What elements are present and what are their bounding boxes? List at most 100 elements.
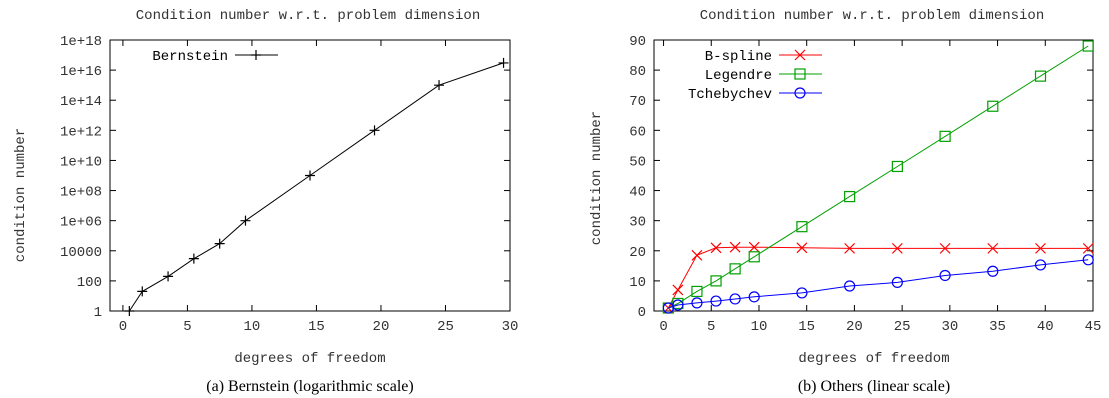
series-bernstein-point-glyph [163,271,174,282]
series-legendre-point [796,221,808,233]
chart-a-x-tick-label: 20 [373,319,390,335]
series-b-spline-point [729,241,741,253]
series-legendre-legend-marker-glyph [794,68,806,80]
series-b-spline-point [691,249,703,261]
chart-b-x-tick-label: 5 [707,319,715,335]
series-legendre-point-glyph [729,263,741,275]
series-b-spline-point-glyph [729,241,741,253]
series-tchebychev-line [668,259,1089,309]
series-legendre-point [748,251,760,263]
series-tchebychev-point [748,291,760,303]
series-tchebychev-point [1034,259,1047,271]
series-legendre-point [710,275,722,287]
series-b-spline-point-glyph [691,249,703,261]
series-b-spline-point [891,242,903,254]
series-bernstein-point-glyph [498,57,509,68]
series-tchebychev-point-glyph [1082,254,1094,266]
chart-b-x-tick-label: 15 [798,319,815,335]
series-legendre-point [939,130,951,142]
series-legendre-line [668,45,1089,309]
series-legendre-point [1082,40,1094,52]
series-tchebychev-point [672,299,684,311]
chart-a-y-tick-label: 100 [77,275,102,291]
chart-b-y-tick-label: 90 [629,34,646,50]
series-tchebychev-point-glyph [672,299,684,311]
series-b-spline-point [844,242,856,254]
series-tchebychev-legend-marker-glyph [794,87,806,99]
chart-others: Condition number w.r.t. problem dimensio… [589,8,1101,395]
series-legendre-point-glyph [691,285,703,298]
series-bernstein-point-glyph [214,238,225,249]
chart-b-ylabel: condition number [589,111,605,245]
series-tchebychev-point-glyph [1034,259,1047,271]
series-bernstein-legend-label: Bernstein [152,49,228,65]
chart-b-x-tick-label: 0 [659,319,667,335]
series-b-spline-point-glyph [748,241,760,253]
series-b-spline-point-glyph [1082,242,1094,254]
series-legendre-legend-marker [794,68,806,80]
series-b-spline-point [1035,242,1046,254]
chart-a-x-tick-label: 15 [308,319,325,335]
chart-a-x-tick-label: 30 [502,319,519,335]
series-bernstein-point [434,80,445,91]
chart-b-y-tick-label: 0 [638,305,646,321]
chart-a-y-tick-label: 1e+12 [60,124,102,140]
series-bernstein-point [137,286,148,297]
series-tchebychev-legend-marker [794,87,806,99]
chart-a-ylabel: condition number [13,128,29,262]
series-tchebychev-point-glyph [844,280,856,292]
chart-a-y-tick-label: 1e+10 [60,154,102,170]
series-legendre-point-glyph [844,190,856,203]
series-tchebychev-point [691,297,703,309]
chart-b-y-tick-label: 40 [629,185,646,201]
series-b-spline-point [748,241,760,253]
series-tchebychev-point-glyph [729,293,741,305]
chart-b-x-tick-label: 10 [751,319,768,335]
series-legendre-point-glyph [891,160,903,173]
chart-b-x-tick-label: 45 [1085,319,1102,335]
series-bernstein-legend-marker [251,50,261,60]
chart-b-x-tick-label: 30 [941,319,958,335]
series-tchebychev-point-glyph [796,287,808,299]
series-legendre-point-glyph [796,221,808,233]
series-bernstein-point [188,253,199,264]
series-bernstein-point-glyph [124,306,135,316]
series-legendre-legend-label: Legendre [705,68,772,84]
chart-a-xlabel: degrees of freedom [234,351,385,367]
series-b-spline-point-glyph [939,242,951,254]
series-bernstein-point-glyph [188,253,199,264]
series-bernstein-point [163,271,174,282]
series-tchebychev-point [710,295,722,307]
chart-b-x-tick-label: 20 [846,319,863,335]
series-legendre-point [691,285,703,298]
chart-a-title: Condition number w.r.t. problem dimensio… [136,8,480,24]
series-b-spline-point-glyph [710,242,722,254]
series-legendre-point [844,190,856,203]
chart-b-title: Condition number w.r.t. problem dimensio… [700,8,1044,24]
chart-b-y-tick-label: 50 [629,154,646,170]
chart-a-y-tick-label: 1e+08 [60,185,102,201]
chart-b-y-tick-label: 10 [629,275,646,291]
series-legendre-point-glyph [710,275,722,287]
chart-b-plot-frame [653,39,1094,312]
series-tchebychev-point-glyph [939,269,951,282]
chart-b-x-tick-label: 40 [1037,319,1054,335]
chart-a-x-tick-label: 5 [183,319,191,335]
series-tchebychev-point-glyph [987,265,999,277]
series-tchebychev-point [987,265,999,277]
series-b-spline-point [672,284,684,296]
series-tchebychev-point-glyph [748,291,760,303]
chart-b-y-tick-label: 60 [629,124,646,140]
series-legendre-point-glyph [987,100,999,112]
series-bernstein-point [498,57,509,68]
series-tchebychev-point-glyph [710,295,722,307]
series-bernstein-point [214,238,225,249]
series-legendre-point [729,263,741,275]
series-legendre-point-glyph [748,251,760,263]
chart-b-y-tick-label: 20 [629,245,646,261]
series-bernstein-point-glyph [240,215,251,226]
chart-a-y-tick-label: 1e+14 [60,94,102,110]
series-bernstein-point-glyph [369,125,380,136]
series-tchebychev-point [939,269,951,282]
